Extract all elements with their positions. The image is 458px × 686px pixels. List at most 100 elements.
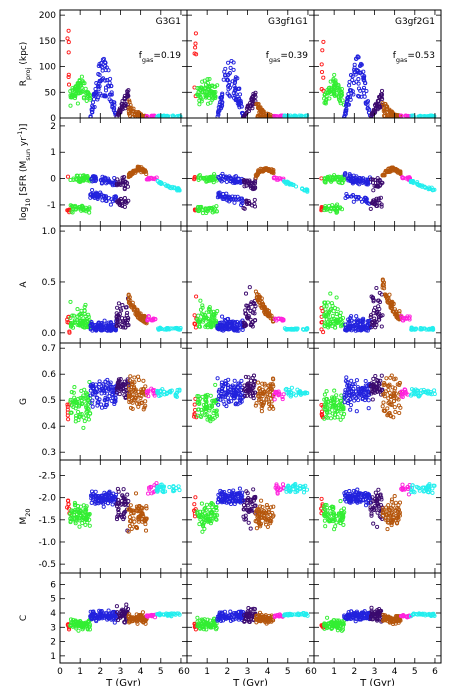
data-point <box>338 499 343 504</box>
data-point <box>198 204 203 210</box>
data-point <box>257 514 262 519</box>
data-point <box>109 92 114 97</box>
data-point <box>251 396 256 401</box>
data-point <box>242 179 247 184</box>
data-point <box>373 106 378 112</box>
data-point <box>199 85 204 91</box>
data-point <box>126 109 131 114</box>
data-point <box>149 114 154 118</box>
data-point <box>118 181 123 186</box>
data-point <box>100 493 105 498</box>
data-point <box>82 419 87 424</box>
data-point <box>260 381 265 386</box>
data-point <box>265 524 270 529</box>
data-point <box>323 407 328 412</box>
data-point <box>116 377 121 382</box>
data-point <box>79 411 84 417</box>
data-point <box>340 98 345 103</box>
data-point <box>246 375 251 380</box>
data-point <box>333 408 338 413</box>
data-point <box>248 183 253 188</box>
data-point <box>103 60 108 65</box>
data-point <box>343 322 348 327</box>
data-point <box>78 318 83 323</box>
panel-r1-c2 <box>313 117 442 227</box>
data-point <box>79 388 84 393</box>
data-point <box>93 325 99 330</box>
data-point <box>107 382 112 387</box>
data-point <box>237 491 242 496</box>
data-point <box>206 316 211 322</box>
data-point <box>295 489 300 494</box>
data-point <box>72 515 77 520</box>
data-point <box>199 414 204 420</box>
data-point <box>319 306 324 311</box>
data-point <box>273 485 278 490</box>
data-point <box>421 390 426 395</box>
data-point <box>103 397 108 402</box>
data-point <box>91 194 96 199</box>
data-point <box>108 325 114 330</box>
data-point <box>122 204 127 209</box>
data-point <box>86 417 91 422</box>
data-point <box>169 388 174 393</box>
data-point <box>396 168 401 173</box>
data-point <box>162 182 167 187</box>
data-point <box>225 91 230 96</box>
data-point <box>215 376 220 381</box>
data-point <box>328 291 333 296</box>
data-point <box>419 326 424 331</box>
data-point <box>111 100 116 105</box>
data-point <box>244 311 249 316</box>
data-point <box>135 509 140 514</box>
data-point <box>343 388 348 393</box>
data-point <box>338 101 343 106</box>
data-point <box>248 526 253 531</box>
data-point <box>335 307 340 312</box>
data-point <box>199 410 204 415</box>
data-point <box>236 381 241 386</box>
panel-r3-c1 <box>186 342 315 461</box>
data-point <box>97 324 102 329</box>
data-point <box>112 400 117 405</box>
data-point <box>192 411 197 417</box>
data-point <box>68 397 73 402</box>
data-point <box>141 513 146 518</box>
data-point <box>361 317 366 322</box>
data-point <box>420 184 425 189</box>
data-point <box>388 300 394 305</box>
data-point <box>77 524 82 529</box>
data-point <box>234 328 239 333</box>
panel-r0-c1 <box>186 9 315 119</box>
data-point <box>360 176 366 181</box>
data-point <box>214 209 219 214</box>
data-point <box>218 104 223 109</box>
scatter-points <box>319 277 436 335</box>
data-point <box>144 506 149 511</box>
data-point <box>243 308 248 313</box>
data-point <box>381 282 386 287</box>
data-point <box>355 385 360 390</box>
data-point <box>115 305 120 310</box>
data-point <box>386 383 391 388</box>
data-point <box>352 381 357 387</box>
data-point <box>371 521 376 526</box>
data-point <box>289 391 294 396</box>
data-point <box>247 179 252 184</box>
data-point <box>68 315 73 320</box>
data-point <box>90 110 95 115</box>
data-point <box>104 65 109 70</box>
data-point <box>196 514 201 519</box>
data-point <box>128 503 133 508</box>
data-point <box>334 210 339 215</box>
data-point <box>364 384 370 389</box>
data-point <box>291 483 296 488</box>
data-point <box>109 496 114 501</box>
data-point <box>339 518 344 523</box>
data-point <box>333 325 338 330</box>
data-point <box>253 90 258 95</box>
data-point <box>132 380 137 385</box>
data-point <box>82 322 87 327</box>
data-point <box>69 390 74 395</box>
data-point <box>68 512 73 517</box>
